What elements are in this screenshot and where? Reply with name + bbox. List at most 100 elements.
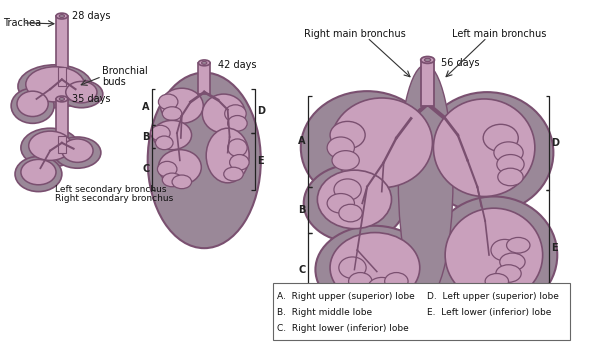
Text: C: C: [142, 164, 150, 174]
Bar: [56, 16, 68, 70]
Ellipse shape: [497, 155, 524, 174]
Text: Right main bronchus: Right main bronchus: [304, 29, 405, 39]
Ellipse shape: [507, 238, 530, 253]
Ellipse shape: [368, 277, 395, 297]
Ellipse shape: [316, 226, 432, 314]
Text: E: E: [552, 243, 558, 253]
Ellipse shape: [172, 175, 192, 189]
Text: A: A: [142, 102, 150, 112]
Ellipse shape: [498, 168, 523, 186]
Ellipse shape: [491, 239, 518, 261]
Ellipse shape: [485, 274, 509, 289]
Text: B.  Right middle lobe: B. Right middle lobe: [277, 308, 372, 317]
Ellipse shape: [500, 253, 525, 271]
Ellipse shape: [327, 137, 355, 158]
Text: 42 days: 42 days: [218, 60, 257, 70]
Ellipse shape: [11, 88, 54, 123]
Ellipse shape: [56, 96, 68, 102]
Text: A.  Right upper (superior) lobe: A. Right upper (superior) lobe: [277, 293, 415, 301]
Text: E: E: [257, 156, 264, 166]
Ellipse shape: [60, 80, 103, 108]
Ellipse shape: [62, 139, 93, 162]
Ellipse shape: [18, 65, 92, 108]
Ellipse shape: [339, 257, 366, 278]
Ellipse shape: [202, 94, 245, 133]
Ellipse shape: [228, 115, 247, 131]
Ellipse shape: [349, 272, 372, 290]
Text: D: D: [257, 106, 265, 116]
Ellipse shape: [56, 13, 68, 19]
Ellipse shape: [59, 98, 64, 100]
Ellipse shape: [224, 167, 243, 181]
Text: D: D: [552, 138, 559, 148]
Ellipse shape: [148, 73, 261, 248]
Ellipse shape: [496, 265, 521, 282]
Text: 56 days: 56 days: [441, 58, 480, 68]
Ellipse shape: [153, 120, 192, 150]
Ellipse shape: [202, 61, 207, 64]
Text: Left main bronchus: Left main bronchus: [451, 29, 546, 39]
Bar: [58, 136, 65, 153]
Ellipse shape: [160, 88, 204, 123]
Text: Right secondary bronchus: Right secondary bronchus: [55, 194, 173, 203]
Ellipse shape: [65, 81, 97, 103]
Text: A: A: [298, 136, 306, 146]
Ellipse shape: [334, 179, 361, 200]
Ellipse shape: [59, 14, 64, 18]
Ellipse shape: [158, 94, 178, 110]
Ellipse shape: [330, 233, 419, 303]
Ellipse shape: [424, 58, 431, 62]
Ellipse shape: [228, 139, 247, 157]
Ellipse shape: [150, 125, 170, 141]
Ellipse shape: [230, 155, 249, 170]
Ellipse shape: [158, 161, 177, 177]
Ellipse shape: [162, 173, 182, 187]
Bar: [273, 283, 570, 340]
Ellipse shape: [331, 98, 432, 188]
Ellipse shape: [198, 60, 210, 66]
Ellipse shape: [17, 91, 48, 117]
Ellipse shape: [26, 67, 84, 102]
Text: Bronchial
buds: Bronchial buds: [102, 66, 148, 87]
Text: 35 days: 35 days: [71, 94, 110, 104]
Ellipse shape: [421, 57, 434, 63]
Ellipse shape: [29, 131, 71, 161]
Text: 28 days: 28 days: [71, 11, 110, 21]
Text: B: B: [299, 205, 306, 215]
Ellipse shape: [339, 204, 362, 222]
Bar: [198, 63, 210, 94]
Ellipse shape: [494, 142, 523, 163]
Ellipse shape: [434, 99, 535, 196]
Ellipse shape: [483, 124, 518, 152]
Ellipse shape: [15, 157, 62, 191]
Ellipse shape: [156, 136, 173, 150]
Text: C: C: [299, 265, 306, 275]
Ellipse shape: [162, 107, 182, 120]
Ellipse shape: [385, 272, 408, 290]
Ellipse shape: [225, 105, 246, 122]
Ellipse shape: [54, 137, 101, 168]
Ellipse shape: [317, 170, 392, 229]
Bar: [421, 60, 434, 106]
Ellipse shape: [158, 150, 201, 185]
Ellipse shape: [206, 128, 249, 183]
Text: C.  Right lower (inferior) lobe: C. Right lower (inferior) lobe: [277, 323, 409, 333]
Ellipse shape: [445, 208, 543, 302]
Ellipse shape: [21, 159, 56, 185]
Text: B: B: [142, 132, 150, 142]
Text: D.  Left upper (superior) lobe: D. Left upper (superior) lobe: [427, 293, 559, 301]
Text: Trachea: Trachea: [4, 18, 41, 28]
Bar: [56, 99, 68, 138]
Ellipse shape: [421, 92, 553, 213]
Text: E.  Left lower (inferior) lobe: E. Left lower (inferior) lobe: [427, 308, 551, 317]
Ellipse shape: [327, 194, 355, 213]
Ellipse shape: [330, 121, 365, 149]
Bar: [58, 67, 65, 86]
Ellipse shape: [332, 151, 359, 170]
Ellipse shape: [301, 91, 434, 204]
Ellipse shape: [431, 196, 558, 314]
Text: Left secondary bronchus: Left secondary bronchus: [55, 185, 166, 194]
Ellipse shape: [398, 65, 453, 299]
Ellipse shape: [21, 128, 80, 167]
Ellipse shape: [304, 164, 405, 242]
